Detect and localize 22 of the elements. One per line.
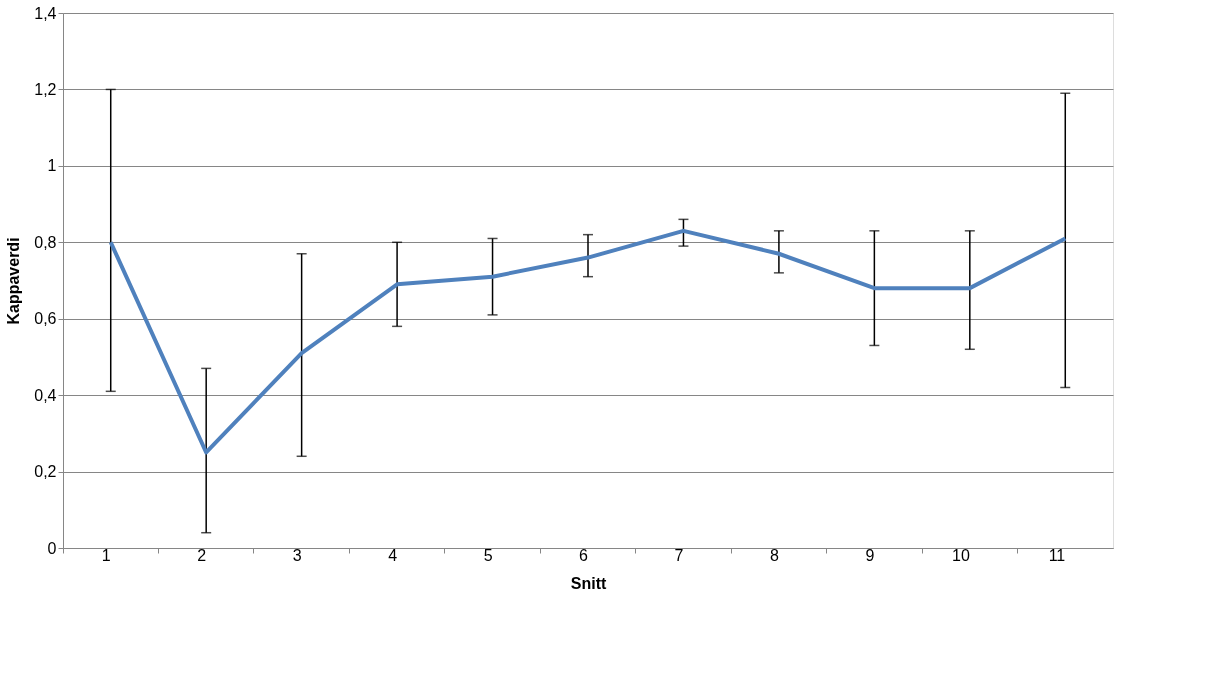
y-tick-label: 0,6 <box>34 310 57 328</box>
x-tick-label: 6 <box>579 546 589 564</box>
x-tick-label: 7 <box>674 546 684 564</box>
x-tick-label: 4 <box>388 546 398 564</box>
x-axis-title: Snitt <box>570 574 607 592</box>
x-tick-label: 5 <box>483 546 493 564</box>
y-axis-title: Kappaverdi <box>5 237 23 325</box>
x-tick-label: 2 <box>197 546 207 564</box>
y-tick-label: 0,4 <box>34 386 57 404</box>
x-tick-label: 1 <box>101 546 111 564</box>
y-tick-label: 1,2 <box>34 80 57 98</box>
y-tick-label: 1 <box>47 157 57 175</box>
x-tick-label: 10 <box>952 546 970 564</box>
x-tick-label: 3 <box>292 546 302 564</box>
x-tick-label: 9 <box>865 546 875 564</box>
x-tick-label: 8 <box>770 546 779 564</box>
line-series <box>108 228 1068 455</box>
y-tick-label: 1,4 <box>34 4 57 22</box>
y-tick-label: 0,2 <box>34 463 57 481</box>
y-tick-label: 0,8 <box>34 233 57 251</box>
x-tick-label: 11 <box>1048 546 1066 564</box>
y-tick-label: 0 <box>47 539 57 557</box>
